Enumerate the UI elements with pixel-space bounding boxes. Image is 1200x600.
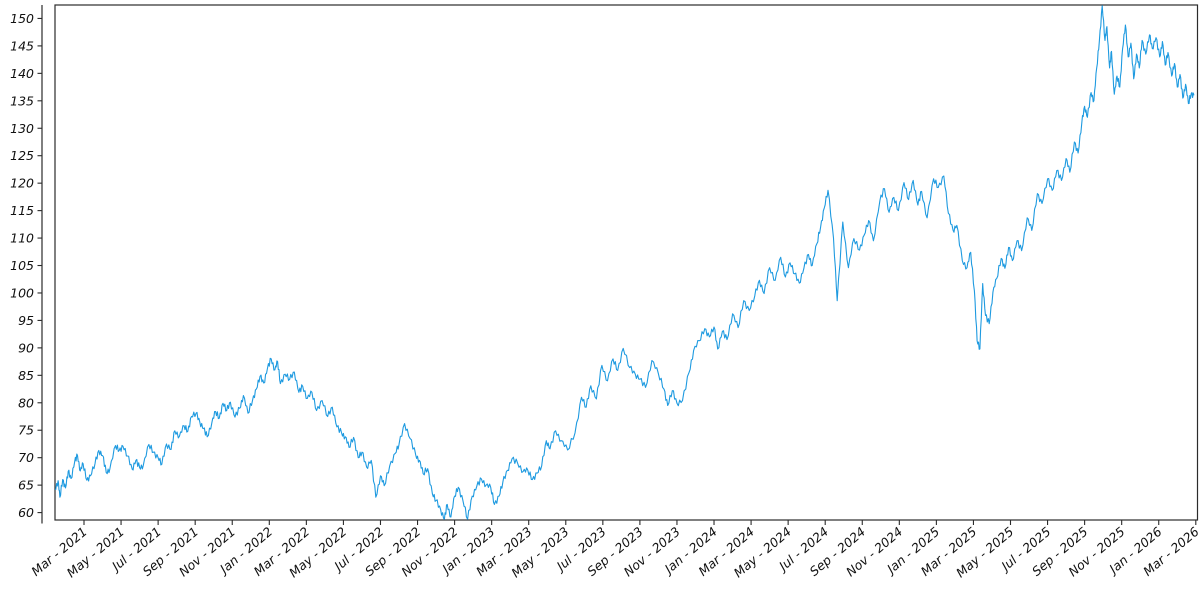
y-tick-label: 70 xyxy=(18,450,34,465)
y-tick-label: 105 xyxy=(10,258,34,273)
y-tick-label: 90 xyxy=(18,340,34,355)
y-tick-label: 115 xyxy=(10,203,34,218)
y-tick-label: 85 xyxy=(18,368,34,383)
y-tick-label: 130 xyxy=(10,121,34,136)
price-line xyxy=(55,5,1195,520)
y-tick-label: 100 xyxy=(10,285,34,300)
y-tick-label: 60 xyxy=(18,505,34,520)
y-tick-label: 75 xyxy=(18,423,34,438)
plot-border xyxy=(54,4,1199,521)
y-tick-label: 65 xyxy=(18,478,34,493)
y-tick-label: 145 xyxy=(10,38,34,53)
y-tick-label: 125 xyxy=(10,148,34,163)
y-tick-label: 80 xyxy=(18,395,34,410)
y-tick-label: 110 xyxy=(10,231,34,246)
y-tick-label: 140 xyxy=(10,66,34,81)
y-tick-label: 150 xyxy=(10,11,34,26)
y-axis: 60 65 70 75 80 85 90 95 100 105 110 115 120 125 130 135… xyxy=(10,5,43,524)
y-tick-label: 135 xyxy=(10,93,34,108)
y-tick-label: 95 xyxy=(18,313,34,328)
y-tick-label: 120 xyxy=(10,176,34,191)
